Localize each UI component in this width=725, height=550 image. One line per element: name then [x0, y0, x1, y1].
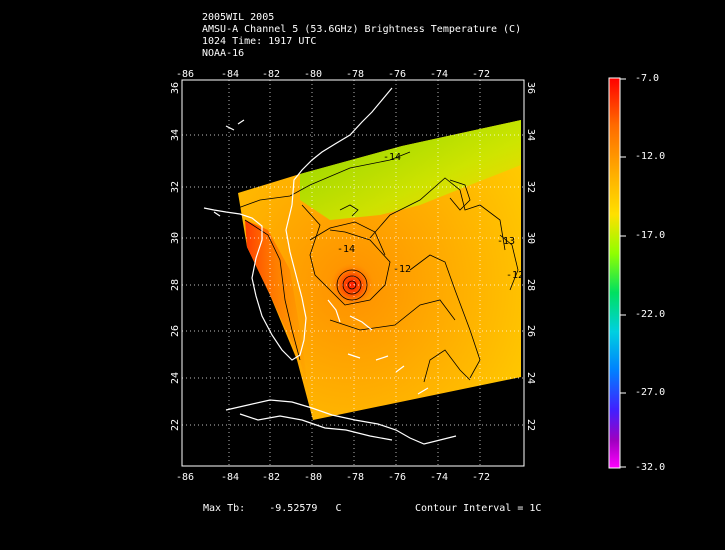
coastlines — [203, 87, 457, 445]
colorbar-label: -22.0 — [635, 309, 666, 320]
lat-tick-left: 28 — [170, 279, 181, 291]
lon-tick-bottom: -76 — [388, 472, 406, 483]
swath-warm-west — [245, 220, 310, 400]
lon-ticks-top: -86 -84 -82 -80 -78 -76 -74 -72 — [176, 69, 490, 80]
lon-tick-bottom: -86 — [176, 472, 194, 483]
lon-tick-top: -76 — [388, 69, 406, 80]
max-tb-value: -9.52579 — [269, 503, 318, 514]
max-tb-readout: Max Tb: -9.52579 C — [203, 503, 342, 514]
lon-tick-top: -72 — [472, 69, 490, 80]
colorbar-ticks — [620, 78, 626, 468]
lat-tick-left: 26 — [170, 325, 181, 337]
title-line-3: 1024 Time: 1917 UTC — [202, 36, 317, 47]
lat-tick-left: 22 — [170, 419, 181, 431]
title-line-2: AMSU-A Channel 5 (53.6GHz) Brightness Te… — [202, 24, 522, 35]
swath-cool-region — [300, 120, 521, 220]
max-tb-unit: C — [335, 503, 342, 514]
lat-tick-right: 30 — [525, 232, 536, 244]
contour-label: -14 — [383, 152, 401, 163]
lon-ticks-bottom: -86 -84 -82 -80 -78 -76 -74 -72 — [176, 472, 490, 483]
storm-warm-core — [330, 263, 374, 307]
lat-tick-left: 24 — [170, 372, 181, 384]
lon-tick-top: -86 — [176, 69, 194, 80]
lat-tick-right: 28 — [525, 279, 536, 291]
lon-tick-top: -84 — [221, 69, 239, 80]
lon-tick-bottom: -72 — [472, 472, 490, 483]
lat-tick-right: 24 — [525, 372, 536, 384]
lon-tick-bottom: -78 — [346, 472, 364, 483]
colorbar-label: -12.0 — [635, 151, 666, 162]
colorbar-label: -27.0 — [635, 387, 666, 398]
lat-ticks-left: 22 24 26 28 30 32 34 36 — [170, 82, 181, 431]
lat-tick-left: 36 — [170, 82, 181, 94]
lat-tick-left: 32 — [170, 181, 181, 193]
lon-tick-top: -80 — [304, 69, 322, 80]
lat-tick-right: 22 — [525, 419, 536, 431]
lat-ticks-right: 22 24 26 28 30 32 34 36 — [525, 82, 536, 431]
contour-label: -14 — [337, 244, 355, 255]
contour-labels: -14 -14 -13 -12 -12 — [337, 152, 524, 281]
lon-tick-bottom: -84 — [221, 472, 239, 483]
lat-tick-right: 26 — [525, 325, 536, 337]
contours — [237, 151, 519, 383]
lat-tick-right: 36 — [525, 82, 536, 94]
colorbar-label: -7.0 — [635, 73, 660, 84]
lon-tick-bottom: -82 — [262, 472, 280, 483]
colorbar — [608, 77, 621, 469]
lon-tick-top: -82 — [262, 69, 280, 80]
title-line-4: NOAA-16 — [202, 48, 245, 59]
lat-tick-left: 34 — [170, 129, 181, 141]
contour-interval-readout: Contour Interval = 1C — [415, 503, 542, 514]
colorbar-label: -32.0 — [635, 462, 666, 473]
gridlines — [182, 80, 524, 466]
contour-label: -13 — [497, 236, 515, 247]
max-tb-label: Max Tb: — [203, 503, 246, 514]
lon-tick-bottom: -80 — [304, 472, 322, 483]
lon-tick-top: -78 — [346, 69, 364, 80]
title-line-1: 2005WIL 2005 — [202, 12, 275, 23]
lat-tick-right: 34 — [525, 129, 536, 141]
contour-label: -12 — [393, 264, 411, 275]
title-block: 2005WIL 2005 AMSU-A Channel 5 (53.6GHz) … — [202, 12, 521, 60]
lon-tick-top: -74 — [430, 69, 448, 80]
lon-tick-bottom: -74 — [430, 472, 448, 483]
colorbar-label: -17.0 — [635, 230, 666, 241]
contour-label: -12 — [506, 270, 524, 281]
lat-tick-right: 32 — [525, 181, 536, 193]
lat-tick-left: 30 — [170, 232, 181, 244]
